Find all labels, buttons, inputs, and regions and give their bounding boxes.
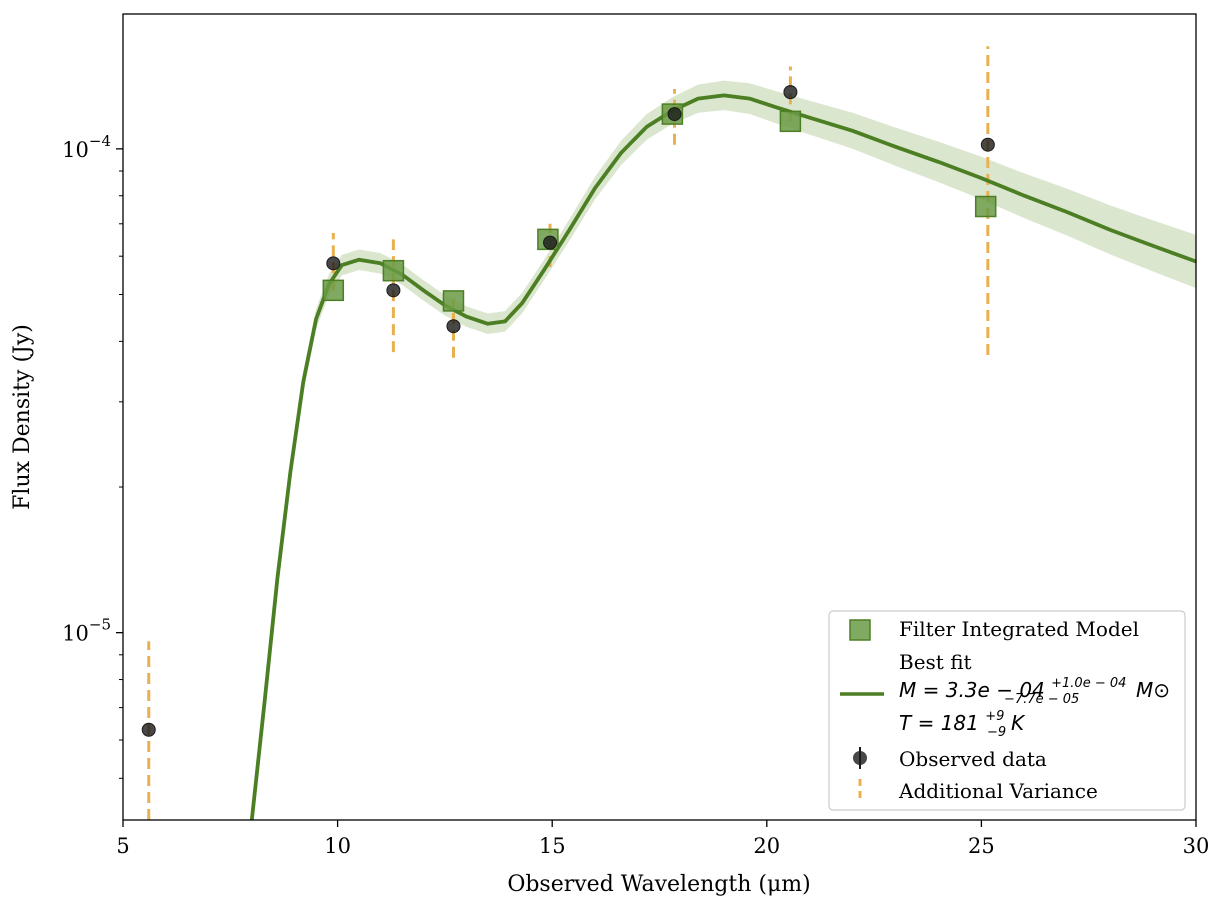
legend: Filter Integrated Model Best fit M = 3.3… — [828, 610, 1186, 811]
legend-label-temperature: T = 181 +9 −9 K — [899, 701, 1026, 741]
x-tick-label: 30 — [1183, 834, 1210, 858]
observed-point — [326, 256, 341, 271]
model-square — [382, 259, 405, 282]
x-tick-label: 10 — [324, 834, 351, 858]
model-square — [442, 290, 465, 312]
x-axis-label: Observed Wavelength (μm) — [507, 872, 810, 897]
temperature-value: T = 181 — [899, 711, 979, 735]
legend-label-best-fit: Best fit — [899, 650, 972, 674]
mass-unit: M⊙ — [1136, 678, 1170, 702]
x-axis-ticks: 5 10 15 20 25 30 — [116, 820, 1209, 858]
observed-point — [543, 235, 558, 250]
observed-point — [783, 85, 798, 100]
observed-point — [386, 283, 401, 298]
x-tick-label: 20 — [753, 834, 780, 858]
observed-points — [141, 85, 995, 737]
legend-square-icon — [849, 619, 871, 641]
y-axis-ticks: 10−5 10−4 — [62, 132, 123, 779]
x-tick-label: 5 — [116, 834, 129, 858]
model-square — [322, 279, 345, 302]
x-tick-label: 25 — [968, 834, 995, 858]
plot-frame — [122, 13, 1197, 821]
mass-value: M = 3.3e − 04 — [899, 678, 1045, 702]
observed-point — [980, 137, 995, 152]
y-axis-label: Flux Density (Jy) — [10, 324, 35, 510]
legend-label-mass: M = 3.3e − 04 +1.0e − 04 −7.7e − 05 M⊙ — [899, 668, 1170, 708]
temperature-sup: +9 — [985, 709, 1004, 724]
observed-point — [667, 107, 682, 122]
model-square — [974, 195, 997, 218]
mass-sup: +1.0e − 04 — [1051, 676, 1126, 691]
temperature-unit: K — [1011, 711, 1026, 735]
legend-label-observed: Observed data — [899, 747, 1047, 771]
observed-point — [446, 319, 461, 334]
model-square — [779, 110, 802, 133]
mass-sub: −7.7e − 05 — [1004, 692, 1079, 707]
legend-point-icon — [853, 751, 867, 765]
x-tick-label: 15 — [539, 834, 566, 858]
temperature-sub: −9 — [987, 725, 1006, 740]
model-squares — [322, 103, 997, 312]
observed-point — [141, 722, 156, 737]
legend-label-variance: Additional Variance — [898, 779, 1098, 803]
legend-frame — [828, 610, 1186, 811]
legend-label-model: Filter Integrated Model — [899, 617, 1139, 641]
y-tick-label: 10−5 — [62, 616, 111, 646]
y-tick-label: 10−4 — [62, 132, 111, 162]
